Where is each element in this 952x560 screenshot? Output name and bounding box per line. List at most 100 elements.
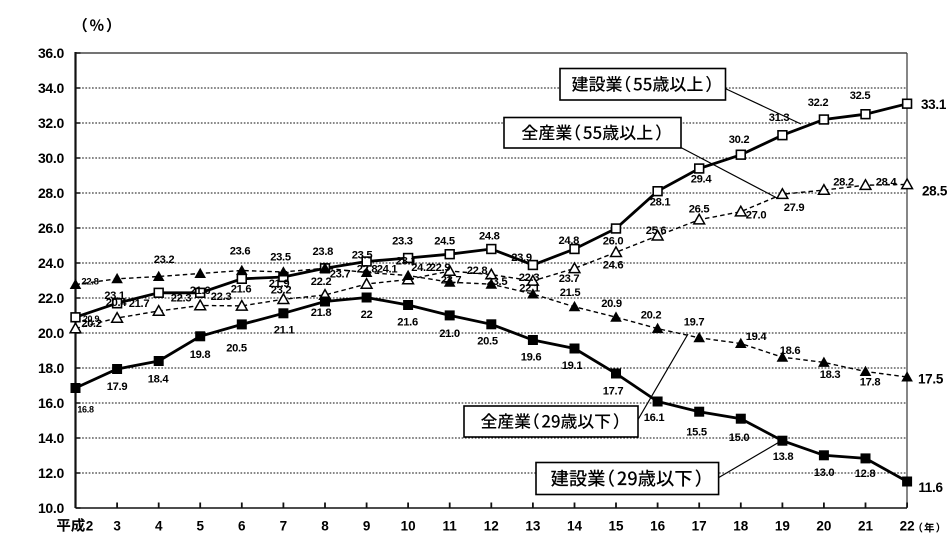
svg-text:24.5: 24.5	[434, 236, 455, 248]
svg-text:21.7: 21.7	[129, 298, 150, 310]
svg-text:32.2: 32.2	[808, 97, 829, 109]
svg-text:18.3: 18.3	[820, 369, 841, 381]
svg-text:22.8: 22.8	[81, 276, 98, 287]
svg-text:21.5: 21.5	[560, 287, 581, 299]
svg-text:20: 20	[816, 519, 831, 534]
svg-text:18.0: 18.0	[38, 360, 65, 376]
svg-text:25.6: 25.6	[646, 225, 667, 237]
svg-text:23.7: 23.7	[559, 273, 580, 285]
svg-text:21.6: 21.6	[190, 285, 211, 297]
svg-text:14: 14	[567, 519, 583, 534]
svg-text:21.6: 21.6	[231, 284, 252, 296]
svg-text:20.4: 20.4	[106, 297, 128, 309]
svg-text:16.8: 16.8	[77, 405, 94, 415]
svg-text:12.8: 12.8	[855, 468, 876, 480]
svg-text:24.2: 24.2	[411, 262, 432, 274]
svg-text:19.8: 19.8	[190, 349, 211, 361]
svg-text:30.0: 30.0	[38, 150, 65, 166]
svg-text:30.2: 30.2	[729, 134, 750, 146]
svg-text:23.9: 23.9	[511, 252, 532, 264]
svg-text:22.3: 22.3	[519, 272, 540, 284]
svg-text:27.0: 27.0	[746, 210, 767, 222]
svg-text:28.1: 28.1	[650, 197, 671, 209]
svg-text:16: 16	[650, 519, 666, 534]
svg-text:22.2: 22.2	[311, 276, 332, 288]
svg-text:17.5: 17.5	[918, 371, 944, 386]
svg-text:34.0: 34.0	[38, 80, 65, 96]
svg-text:15: 15	[608, 519, 624, 534]
svg-text:17.7: 17.7	[603, 386, 624, 398]
svg-text:36.0: 36.0	[38, 45, 65, 61]
svg-text:6: 6	[238, 519, 246, 534]
svg-text:26.5: 26.5	[689, 204, 710, 216]
svg-text:17.8: 17.8	[860, 377, 881, 389]
svg-text:23.8: 23.8	[313, 246, 334, 258]
svg-text:12.0: 12.0	[38, 465, 65, 481]
svg-text:11: 11	[443, 519, 458, 534]
svg-text:29.4: 29.4	[691, 174, 713, 186]
svg-text:20.2: 20.2	[641, 310, 662, 322]
svg-text:21.8: 21.8	[311, 307, 332, 319]
svg-text:21.0: 21.0	[439, 328, 460, 340]
svg-text:24.0: 24.0	[38, 255, 65, 271]
svg-text:32.0: 32.0	[38, 115, 65, 131]
svg-text:13.8: 13.8	[773, 451, 794, 463]
svg-text:11.6: 11.6	[918, 480, 943, 495]
svg-text:33.1: 33.1	[921, 97, 947, 112]
svg-text:18: 18	[733, 519, 749, 534]
svg-text:13: 13	[525, 519, 541, 534]
svg-text:26.0: 26.0	[38, 220, 65, 236]
svg-text:10.0: 10.0	[38, 500, 65, 516]
svg-text:20.9: 20.9	[601, 298, 622, 310]
svg-text:5: 5	[196, 519, 204, 534]
svg-text:21: 21	[858, 519, 874, 534]
svg-text:20.5: 20.5	[477, 336, 498, 348]
svg-text:26.0: 26.0	[603, 236, 624, 248]
svg-text:23.7: 23.7	[330, 269, 351, 281]
svg-text:23.3: 23.3	[392, 236, 413, 248]
svg-text:23.7: 23.7	[441, 275, 462, 287]
svg-text:21.6: 21.6	[397, 317, 418, 329]
svg-text:16.1: 16.1	[644, 412, 665, 424]
svg-text:22: 22	[361, 309, 373, 321]
svg-text:23.5: 23.5	[352, 250, 373, 262]
svg-text:16.0: 16.0	[38, 395, 65, 411]
svg-text:20.9: 20.9	[83, 314, 100, 324]
svg-text:22.8: 22.8	[357, 264, 378, 276]
svg-text:22.1: 22.1	[519, 283, 540, 295]
svg-text:19: 19	[775, 519, 790, 534]
svg-text:24.1: 24.1	[377, 264, 398, 276]
svg-text:27.9: 27.9	[784, 202, 805, 214]
svg-text:31.3: 31.3	[769, 112, 790, 124]
svg-text:12: 12	[484, 519, 499, 534]
svg-text:14.0: 14.0	[38, 430, 65, 446]
svg-text:21.9: 21.9	[269, 278, 290, 290]
svg-text:32.5: 32.5	[850, 90, 871, 102]
svg-text:19.4: 19.4	[746, 331, 768, 343]
svg-text:8: 8	[321, 519, 329, 534]
svg-text:23.1: 23.1	[104, 290, 125, 302]
svg-text:22.8: 22.8	[467, 265, 488, 277]
svg-text:3: 3	[113, 519, 121, 534]
svg-text:18.4: 18.4	[148, 374, 170, 386]
svg-text:18.6: 18.6	[780, 345, 801, 357]
svg-text:22: 22	[900, 519, 915, 534]
svg-text:22.0: 22.0	[38, 290, 65, 306]
svg-text:23.2: 23.2	[154, 254, 175, 266]
svg-text:23.6: 23.6	[230, 246, 251, 258]
svg-text:22.9: 22.9	[430, 262, 451, 274]
svg-text:28.2: 28.2	[833, 177, 854, 189]
svg-text:19.1: 19.1	[562, 360, 583, 372]
svg-text:2: 2	[86, 519, 94, 534]
svg-text:13.0: 13.0	[814, 467, 835, 479]
svg-text:23.1: 23.1	[396, 256, 417, 268]
svg-text:10: 10	[401, 519, 416, 534]
svg-text:23.2: 23.2	[271, 285, 292, 297]
svg-text:7: 7	[280, 519, 288, 534]
svg-text:20.0: 20.0	[38, 325, 65, 341]
svg-text:17: 17	[692, 519, 707, 534]
svg-text:22.3: 22.3	[171, 293, 192, 305]
svg-text:20.5: 20.5	[226, 343, 247, 355]
svg-text:28.5: 28.5	[922, 183, 948, 198]
svg-text:9: 9	[363, 519, 371, 534]
